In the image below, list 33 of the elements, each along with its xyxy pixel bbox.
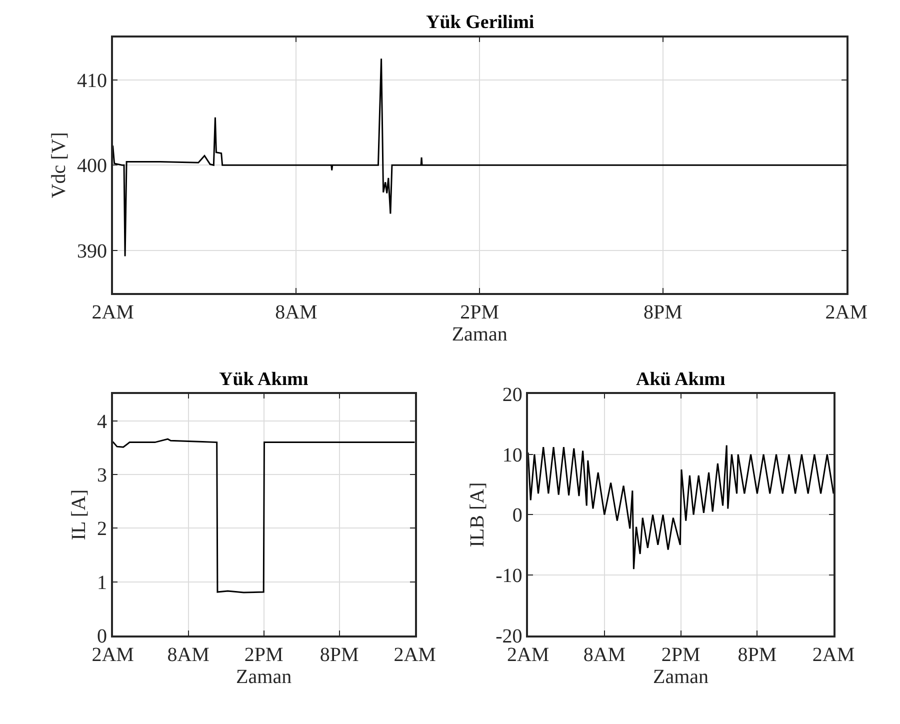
y-tick-label: 2 xyxy=(97,518,108,540)
y-axis-title: Vdc [V] xyxy=(48,132,70,198)
x-tick-label: 2PM xyxy=(460,302,500,324)
x-tick-label: 8AM xyxy=(583,644,626,666)
y-tick-label: 10 xyxy=(502,444,522,466)
x-axis-title: Zaman xyxy=(653,666,709,688)
x-axis-title: Zaman xyxy=(452,324,508,346)
y-tick-label: 1 xyxy=(97,572,108,594)
x-tick-label: 2PM xyxy=(244,644,284,666)
y-axis-title: IL [A] xyxy=(68,489,90,540)
x-tick-label: 2AM xyxy=(812,644,855,666)
x-tick-label: 8PM xyxy=(320,644,359,666)
chart-title: Yük Gerilimi xyxy=(426,12,534,33)
y-axis-title: ILB [A] xyxy=(466,482,489,548)
chart-title: Akü Akımı xyxy=(636,369,726,390)
y-tick-label: 410 xyxy=(77,70,108,92)
x-tick-label: 2PM xyxy=(661,644,700,666)
x-tick-label: 2AM xyxy=(394,644,436,666)
x-tick-label: 8PM xyxy=(738,644,777,666)
x-tick-label: 8AM xyxy=(275,302,318,324)
y-tick-label: 4 xyxy=(97,410,108,433)
y-tick-label: 0 xyxy=(512,504,522,527)
x-tick-label: 8AM xyxy=(167,644,210,666)
x-tick-label: 8PM xyxy=(644,302,683,324)
x-axis-title: Zaman xyxy=(236,666,292,688)
chart-title: Yük Akımı xyxy=(219,369,308,390)
y-tick-label: 20 xyxy=(502,384,522,406)
y-tick-label: -10 xyxy=(496,565,522,588)
x-tick-label: 2AM xyxy=(825,302,868,324)
y-tick-label: 3 xyxy=(97,464,108,486)
y-tick-label: 400 xyxy=(77,155,108,178)
y-tick-label: 390 xyxy=(77,240,108,262)
x-tick-label: 2AM xyxy=(92,302,134,324)
